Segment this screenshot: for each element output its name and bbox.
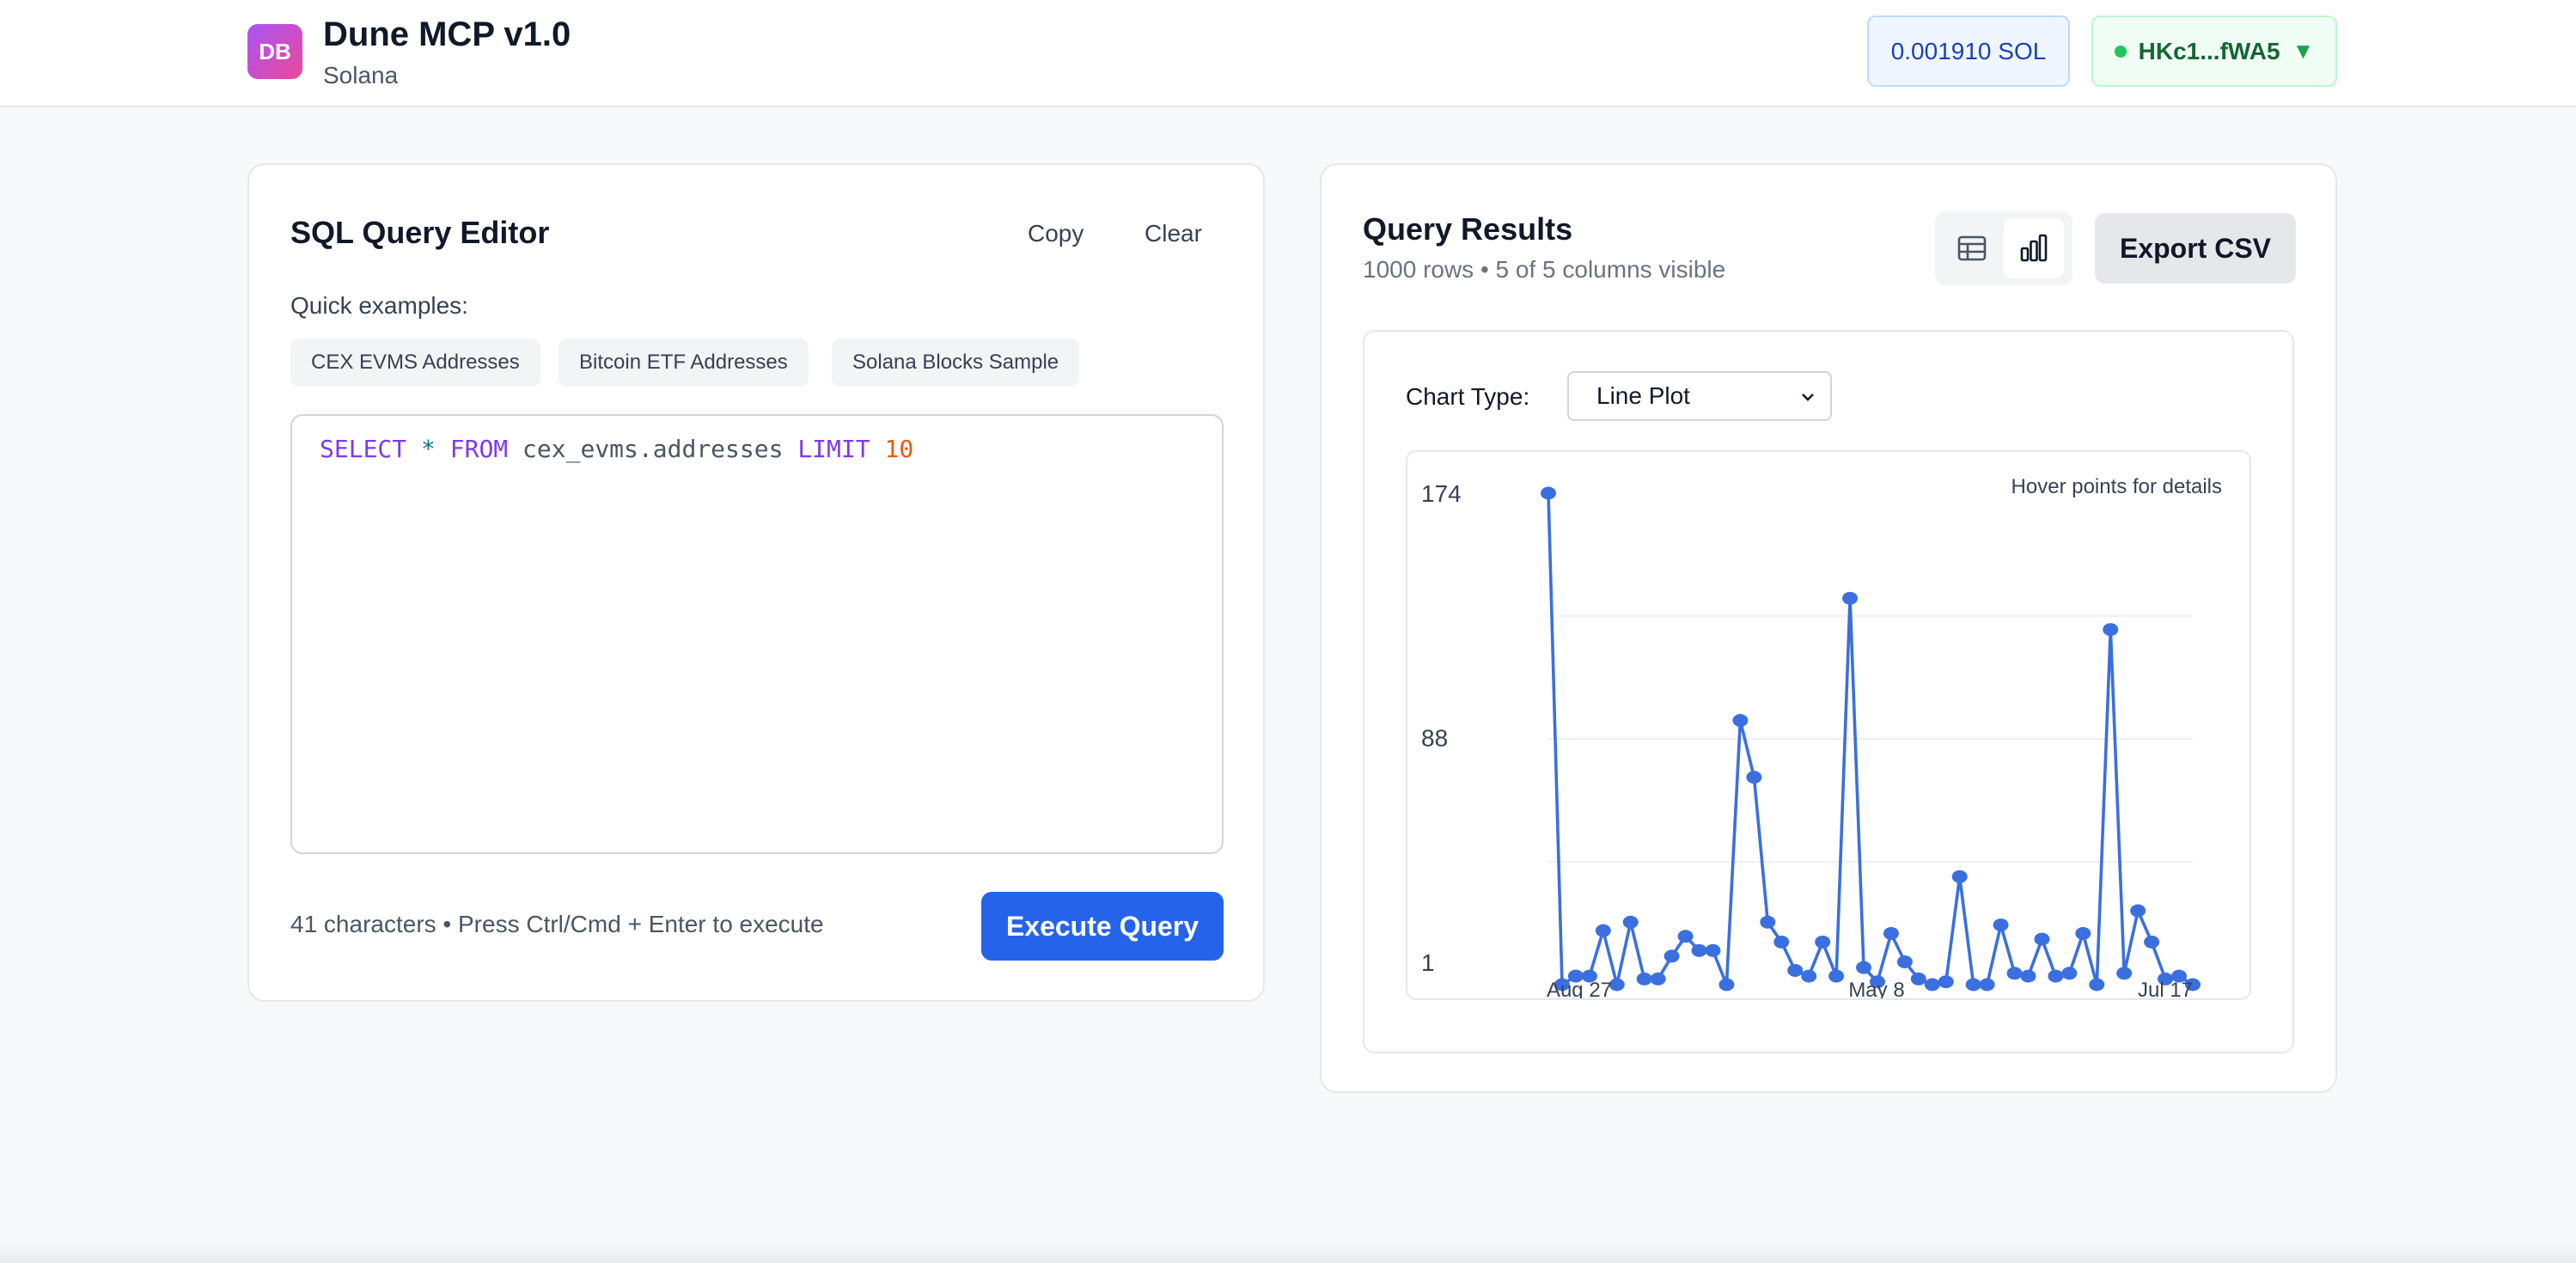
sql-limit-value: 10	[884, 435, 914, 463]
chart-view-button[interactable]	[2004, 218, 2064, 278]
sql-table-name: cex_evms.addresses	[522, 435, 784, 463]
example-chip-cex-evms[interactable]: CEX EVMS Addresses	[290, 339, 540, 387]
y-tick-label: 174	[1421, 480, 1462, 507]
sql-input[interactable]: SELECT * FROM cex_evms.addresses LIMIT 1…	[290, 414, 1224, 854]
export-csv-button[interactable]: Export CSV	[2095, 213, 2296, 284]
sql-star: *	[421, 435, 436, 463]
data-point[interactable]	[2061, 967, 2078, 980]
data-point[interactable]	[2103, 623, 2119, 637]
data-point[interactable]	[1828, 969, 1845, 983]
sql-keyword-select: SELECT	[320, 435, 407, 463]
data-point[interactable]	[1650, 972, 1666, 985]
execute-query-button[interactable]: Execute Query	[981, 892, 1224, 961]
data-point[interactable]	[1910, 972, 1926, 985]
data-point[interactable]	[1869, 975, 1885, 989]
bar-chart-icon	[2020, 234, 2048, 262]
data-point[interactable]	[1883, 926, 1899, 940]
data-point[interactable]	[1732, 714, 1749, 728]
data-point[interactable]	[2020, 969, 2036, 983]
connected-status-dot	[2114, 45, 2127, 58]
data-point[interactable]	[1773, 935, 1790, 949]
sql-query-text: SELECT * FROM cex_evms.addresses LIMIT 1…	[320, 435, 913, 463]
data-point[interactable]	[2034, 932, 2050, 946]
editor-title: SQL Query Editor	[290, 215, 550, 250]
data-point[interactable]	[1622, 915, 1639, 929]
data-point[interactable]	[1691, 943, 1707, 957]
chevron-down-icon: ▼	[2292, 38, 2315, 64]
example-chip-solana-blocks[interactable]: Solana Blocks Sample	[832, 339, 1080, 387]
sql-keyword-limit: LIMIT	[797, 435, 870, 463]
network-label: Solana	[323, 62, 399, 88]
results-summary: 1000 rows • 5 of 5 columns visible	[1363, 256, 1726, 283]
table-view-button[interactable]	[1942, 218, 2002, 278]
quick-examples-label: Quick examples:	[290, 292, 468, 319]
x-tick-label: May 8	[1848, 979, 1904, 998]
data-point[interactable]	[1965, 978, 1981, 991]
data-point[interactable]	[1993, 918, 2009, 932]
x-tick-label: Aug 27	[1547, 979, 1612, 998]
data-point[interactable]	[1595, 924, 1611, 937]
chart-type-select[interactable]: Line Plot	[1567, 371, 1832, 421]
view-toggle	[1935, 211, 2072, 285]
data-point[interactable]	[2006, 967, 2023, 980]
data-point[interactable]	[1760, 915, 1776, 929]
data-point[interactable]	[1663, 949, 1680, 963]
page-bottom-edge	[0, 1241, 2576, 1263]
hover-hint: Hover points for details	[2011, 475, 2222, 498]
data-point[interactable]	[1856, 961, 1872, 974]
app-logo: DB	[247, 24, 302, 79]
data-point[interactable]	[1979, 978, 1995, 991]
data-point[interactable]	[2089, 978, 2105, 991]
data-point[interactable]	[1938, 975, 1954, 989]
data-point[interactable]	[1951, 869, 1968, 883]
data-point[interactable]	[2048, 969, 2064, 983]
sql-editor-panel: SQL Query Editor Copy Clear Quick exampl…	[247, 163, 1265, 1002]
data-point[interactable]	[2144, 935, 2160, 949]
data-point[interactable]	[1746, 771, 1762, 784]
sql-keyword-from: FROM	[449, 435, 509, 463]
data-point[interactable]	[2185, 978, 2201, 991]
character-count-hint: 41 characters • Press Ctrl/Cmd + Enter t…	[290, 911, 824, 937]
example-chip-bitcoin-etf[interactable]: Bitcoin ETF Addresses	[559, 339, 809, 387]
results-title: Query Results	[1363, 211, 1573, 247]
y-tick-label: 88	[1421, 724, 1448, 751]
data-point[interactable]	[2158, 972, 2174, 985]
data-point[interactable]	[1541, 486, 1556, 500]
app-title: Dune MCP v1.0	[323, 15, 571, 53]
data-point[interactable]	[1581, 969, 1597, 983]
table-icon	[1957, 235, 1987, 261]
top-bar: DB Dune MCP v1.0 Solana 0.001910 SOL HKc…	[0, 0, 2576, 107]
wallet-address: HKc1...fWA5	[2138, 37, 2280, 64]
line-plot[interactable]: 174 88 1 Hover points for details Aug 27 May …	[1406, 450, 2251, 1000]
chart-type-value: Line Plot	[1596, 382, 1690, 409]
wallet-button[interactable]: HKc1...fWA5 ▼	[2091, 15, 2337, 87]
data-point[interactable]	[1636, 972, 1652, 985]
data-point[interactable]	[1787, 963, 1804, 977]
data-point[interactable]	[1801, 969, 1817, 983]
data-point[interactable]	[1677, 930, 1694, 943]
data-point[interactable]	[1815, 935, 1831, 949]
chevron-down-icon	[1802, 394, 1814, 401]
data-point[interactable]	[2075, 926, 2091, 940]
data-point[interactable]	[1554, 978, 1570, 991]
data-point[interactable]	[1705, 943, 1721, 957]
sol-balance-badge: 0.001910 SOL	[1867, 15, 2070, 87]
data-point[interactable]	[1718, 978, 1735, 991]
data-point[interactable]	[2130, 904, 2146, 918]
data-point[interactable]	[1567, 969, 1584, 983]
chart-panel: Chart Type: Line Plot 174 88 1 Hover points…	[1363, 330, 2294, 1053]
x-tick-label: Jul 17	[2138, 979, 2193, 998]
copy-button[interactable]: Copy	[1028, 220, 1084, 247]
chart-type-label: Chart Type:	[1406, 383, 1530, 410]
data-point[interactable]	[2116, 967, 2133, 980]
data-point[interactable]	[2171, 969, 2188, 983]
data-point[interactable]	[1608, 978, 1625, 991]
clear-button[interactable]: Clear	[1145, 220, 1202, 247]
line-plot-svg: 174 88 1 Hover points for details Aug 27 May …	[1421, 475, 2222, 998]
data-point[interactable]	[1896, 955, 1913, 969]
query-results-panel: Query Results 1000 rows • 5 of 5 columns…	[1320, 163, 2337, 1093]
y-tick-label: 1	[1421, 949, 1435, 976]
data-point[interactable]	[1924, 978, 1940, 991]
data-point[interactable]	[1842, 591, 1859, 605]
